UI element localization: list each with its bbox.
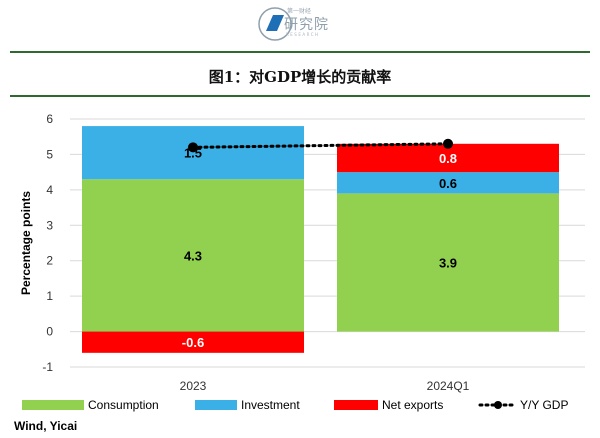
chart-title: 图1：对GDP增长的贡献率: [208, 68, 392, 86]
y-tick-label: 3: [46, 218, 53, 232]
source-note: Wind, Yicai: [14, 419, 78, 433]
title-rule: [10, 95, 590, 97]
y-tick-label: 2: [46, 254, 53, 268]
legend-gdp-label: Y/Y GDP: [520, 398, 568, 412]
logo-top-text: 第一财经: [287, 8, 312, 15]
data-label: 0.6: [439, 176, 457, 191]
data-label: -0.6: [182, 335, 204, 350]
top-rule: [10, 51, 590, 53]
bar-consumption-2023: [82, 179, 304, 332]
y-tick-label: 1: [46, 289, 53, 303]
logo-icon: [258, 7, 292, 41]
bar-investment-2023: [82, 126, 304, 180]
gdp-line: [191, 142, 450, 149]
axis-layer: -1 0 1 2 3 4 5 6 Percentage points 2023 2024Q1: [19, 112, 470, 393]
legend-investment-swatch: [195, 400, 237, 410]
data-label: 4.3: [184, 248, 202, 263]
legend-investment-label: Investment: [241, 398, 300, 412]
data-label: 0.8: [439, 151, 457, 166]
y-tick-label: 6: [46, 112, 53, 126]
x-tick-label: 2024Q1: [427, 379, 470, 393]
x-tick-label: 2023: [180, 379, 207, 393]
legend-gdp-marker: [494, 401, 502, 409]
gdp-line-layer: [188, 138, 453, 153]
logo-name: 研究院: [284, 17, 329, 33]
data-label: 3.9: [439, 255, 457, 270]
bar-net-exports-2023: [82, 331, 304, 353]
y-axis-title: Percentage points: [19, 191, 33, 295]
logo-sub-text: RESEARCH: [286, 32, 320, 37]
legend: Consumption Investment Net exports Y/Y GDP: [22, 398, 568, 412]
bar-consumption-2024q1: [337, 193, 559, 332]
legend-consumption-label: Consumption: [88, 398, 159, 412]
logo: [255, 4, 355, 44]
legend-consumption-swatch: [22, 400, 84, 410]
bar-investment-2024q1: [337, 172, 559, 194]
y-tick-label: 5: [46, 147, 53, 161]
y-tick-label: 0: [46, 325, 53, 339]
bars-layer: [82, 126, 559, 353]
y-tick-label: -1: [42, 360, 53, 374]
gdp-point: [188, 142, 198, 153]
y-tick-label: 4: [46, 183, 53, 197]
legend-net-exports-swatch: [334, 400, 378, 410]
gdp-point: [443, 138, 453, 149]
legend-net-exports-label: Net exports: [382, 398, 443, 412]
